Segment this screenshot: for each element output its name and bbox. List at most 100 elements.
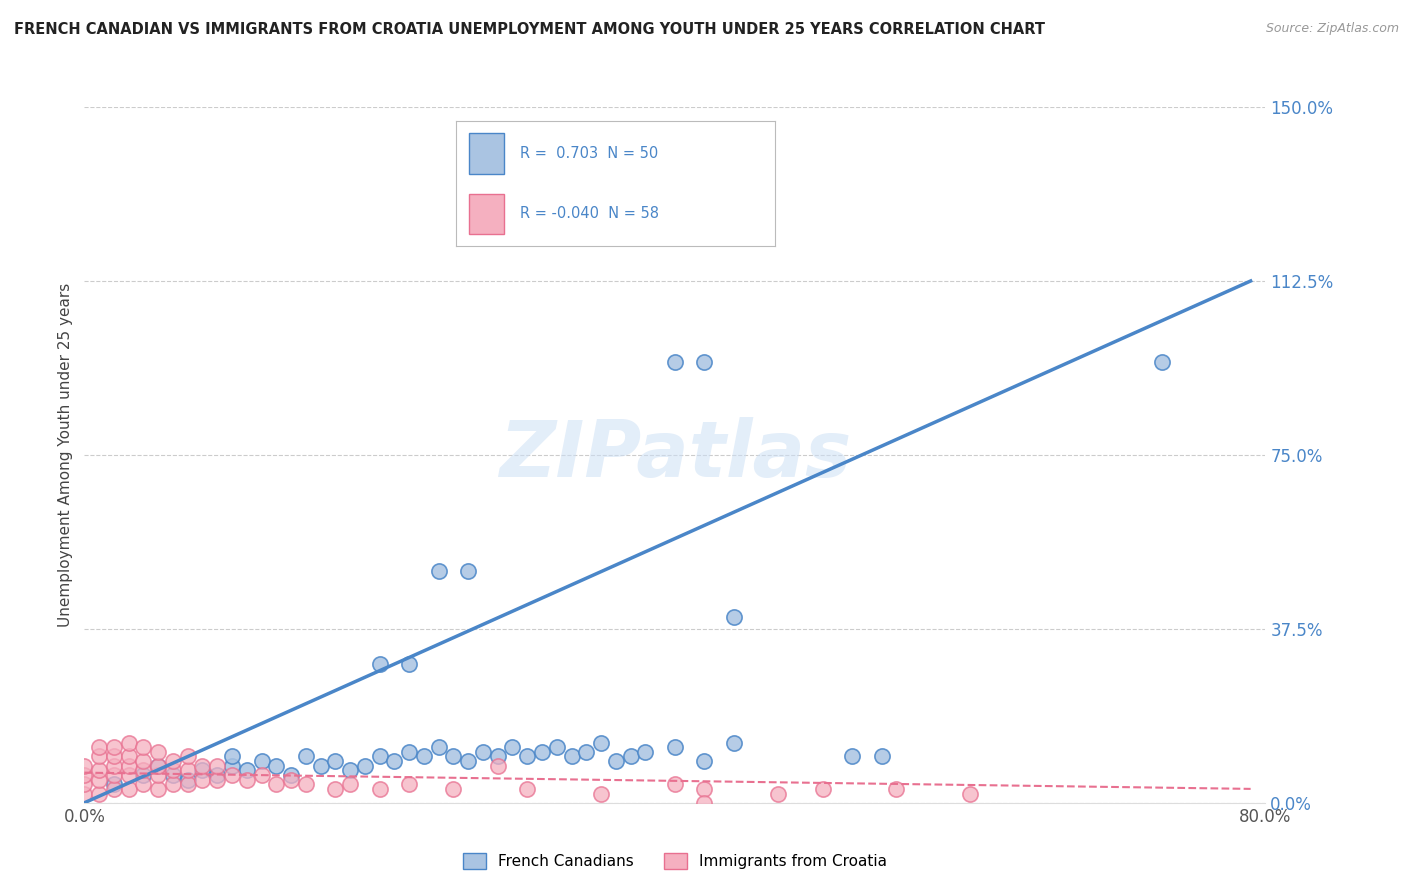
Point <box>295 777 318 791</box>
Point <box>103 740 125 755</box>
Point <box>162 764 184 778</box>
Point <box>132 740 155 755</box>
Point <box>605 754 627 768</box>
Point <box>591 787 613 801</box>
Point <box>148 768 170 782</box>
Point <box>162 777 184 791</box>
Point <box>162 768 184 782</box>
Y-axis label: Unemployment Among Youth under 25 years: Unemployment Among Youth under 25 years <box>58 283 73 627</box>
Point <box>886 781 908 796</box>
Point <box>118 735 141 749</box>
Point <box>73 758 96 772</box>
Point <box>339 777 361 791</box>
Text: FRENCH CANADIAN VS IMMIGRANTS FROM CROATIA UNEMPLOYMENT AMONG YOUTH UNDER 25 YEA: FRENCH CANADIAN VS IMMIGRANTS FROM CROAT… <box>14 22 1045 37</box>
Point <box>205 768 228 782</box>
Point <box>87 740 111 755</box>
Point <box>250 768 273 782</box>
Point <box>501 740 523 755</box>
Point <box>841 749 863 764</box>
Point <box>634 745 657 759</box>
Point <box>103 777 125 791</box>
Point <box>87 749 111 764</box>
Point <box>959 787 981 801</box>
Point <box>457 754 479 768</box>
Point <box>205 772 228 787</box>
Point <box>280 768 302 782</box>
Point <box>205 758 228 772</box>
Point <box>191 772 214 787</box>
Point <box>339 764 361 778</box>
Text: Source: ZipAtlas.com: Source: ZipAtlas.com <box>1265 22 1399 36</box>
Point <box>87 764 111 778</box>
Point <box>280 772 302 787</box>
Point <box>235 772 259 787</box>
Legend: French Canadians, Immigrants from Croatia: French Canadians, Immigrants from Croati… <box>457 847 893 875</box>
Point <box>221 758 243 772</box>
Point <box>516 781 538 796</box>
Point <box>398 777 420 791</box>
Point <box>368 749 391 764</box>
Point <box>693 781 716 796</box>
Point <box>87 772 111 787</box>
Point <box>250 754 273 768</box>
Point <box>427 740 450 755</box>
Point <box>398 745 420 759</box>
Point <box>811 781 834 796</box>
Point <box>264 758 288 772</box>
Point <box>368 657 391 671</box>
Point <box>723 735 745 749</box>
Point <box>103 749 125 764</box>
Point <box>177 777 200 791</box>
Point <box>132 764 155 778</box>
Point <box>191 764 214 778</box>
Point <box>118 749 141 764</box>
Point <box>516 749 538 764</box>
Point <box>486 749 509 764</box>
Point <box>560 749 583 764</box>
Point <box>103 781 125 796</box>
Point <box>177 772 200 787</box>
Point <box>1150 355 1173 369</box>
Point <box>398 657 420 671</box>
Point <box>148 758 170 772</box>
Point <box>354 758 377 772</box>
Point <box>177 749 200 764</box>
Point <box>148 781 170 796</box>
Point <box>264 777 288 791</box>
Point <box>221 768 243 782</box>
Point <box>664 355 686 369</box>
Point <box>73 768 96 782</box>
Point <box>546 740 568 755</box>
Point <box>723 610 745 624</box>
Point <box>87 787 111 801</box>
Point <box>103 758 125 772</box>
Point <box>118 758 141 772</box>
Point <box>73 777 96 791</box>
Point <box>132 754 155 768</box>
Point <box>591 735 613 749</box>
Point <box>177 764 200 778</box>
Point <box>530 745 553 759</box>
Point <box>132 768 155 782</box>
Point <box>693 754 716 768</box>
Point <box>148 745 170 759</box>
Point <box>664 777 686 791</box>
Point <box>323 781 347 796</box>
Point <box>768 787 790 801</box>
Point <box>575 745 598 759</box>
Point <box>191 758 214 772</box>
Point <box>162 754 184 768</box>
Point <box>309 758 332 772</box>
Point <box>413 749 436 764</box>
Point <box>382 754 406 768</box>
Point <box>693 796 716 810</box>
Point <box>118 768 141 782</box>
Point <box>118 781 141 796</box>
Point <box>693 355 716 369</box>
Point <box>472 745 495 759</box>
Text: ZIPatlas: ZIPatlas <box>499 417 851 493</box>
Point <box>295 749 318 764</box>
Point <box>323 754 347 768</box>
Point <box>368 781 391 796</box>
Point <box>235 764 259 778</box>
